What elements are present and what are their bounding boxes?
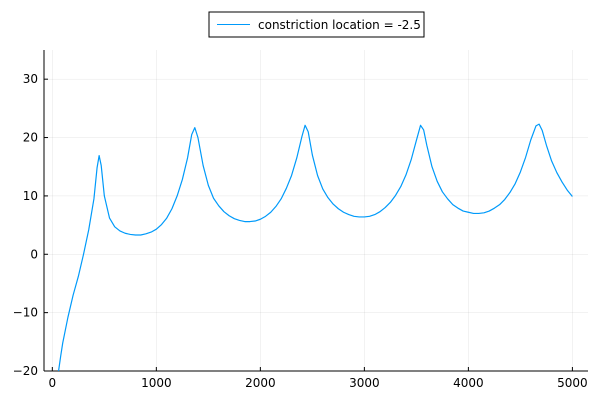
y-tick-label: −20 bbox=[13, 364, 38, 378]
x-tick-label: 3000 bbox=[349, 376, 380, 390]
y-tick-label: 20 bbox=[23, 131, 38, 145]
x-tick-label: 4000 bbox=[453, 376, 484, 390]
axes bbox=[43, 50, 588, 372]
x-tick-label: 0 bbox=[49, 376, 57, 390]
y-tick-label: −10 bbox=[13, 306, 38, 320]
x-tick-label: 5000 bbox=[557, 376, 588, 390]
y-tick-label: 10 bbox=[23, 189, 38, 203]
x-tick-label: 2000 bbox=[245, 376, 276, 390]
y-tick-label: 0 bbox=[30, 247, 38, 261]
y-tick-label: 30 bbox=[23, 72, 38, 86]
tick-labels: 0 1000 2000 3000 4000 5000 −20 −10 0 10 20 30 bbox=[13, 72, 588, 390]
series-line bbox=[57, 123, 573, 372]
legend: constriction location = -2.5 bbox=[208, 11, 425, 38]
legend-label: constriction location = -2.5 bbox=[258, 18, 421, 32]
grid-lines bbox=[44, 50, 588, 372]
plot-area bbox=[57, 123, 573, 372]
x-tick-label: 1000 bbox=[141, 376, 172, 390]
